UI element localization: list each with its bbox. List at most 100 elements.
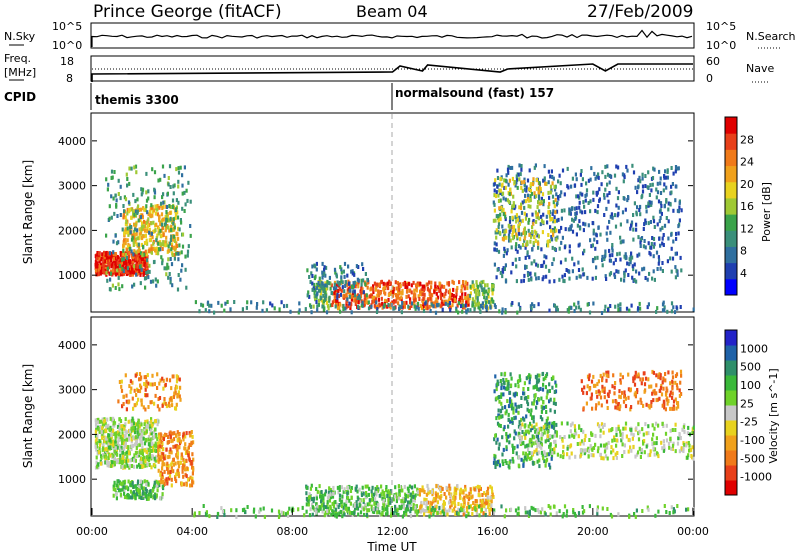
data-cell (340, 485, 343, 490)
data-cell (622, 426, 625, 431)
data-cell (175, 207, 178, 212)
data-cell (581, 210, 584, 215)
data-cell (599, 443, 603, 448)
data-cell (158, 218, 161, 223)
data-cell (501, 452, 504, 457)
data-cell (520, 167, 523, 172)
data-cell (536, 263, 540, 268)
data-cell (471, 297, 474, 302)
data-cell (311, 274, 314, 278)
data-cell (122, 402, 125, 406)
data-cell (392, 511, 395, 515)
data-cell (414, 493, 417, 498)
data-cell (155, 494, 158, 499)
data-cell (163, 173, 166, 178)
data-cell (136, 270, 140, 275)
data-cell (529, 271, 532, 276)
data-cell (604, 249, 607, 254)
data-cell (548, 424, 551, 429)
data-cell (441, 487, 444, 492)
data-cell (514, 257, 517, 262)
data-cell (548, 444, 551, 449)
data-cell (313, 282, 316, 287)
data-cell (563, 245, 566, 250)
data-cell (518, 215, 521, 220)
data-cell (514, 415, 517, 420)
data-cell (447, 302, 450, 307)
data-cell (543, 254, 546, 259)
data-cell (143, 241, 147, 245)
data-cell (508, 199, 511, 204)
data-cell (125, 445, 128, 449)
data-cell (520, 457, 523, 462)
data-cell (148, 263, 151, 268)
data-cell (117, 272, 120, 277)
data-cell (465, 309, 468, 314)
data-cell (648, 203, 651, 208)
data-cell (128, 429, 131, 434)
data-cell (373, 281, 376, 286)
data-cell (349, 489, 353, 493)
data-cell (522, 462, 525, 467)
data-cell (245, 305, 248, 310)
data-cell (639, 212, 642, 217)
data-cell (427, 491, 430, 496)
data-cell (180, 452, 183, 457)
data-cell (335, 283, 338, 288)
data-cell (113, 170, 116, 174)
data-cell (187, 453, 190, 458)
data-cell (508, 465, 511, 470)
data-cell (353, 289, 356, 294)
data-cell (530, 408, 533, 413)
data-cell (670, 166, 673, 170)
data-cell (172, 191, 175, 196)
data-cell (127, 400, 130, 405)
data-cell (94, 422, 98, 427)
data-cell (185, 188, 188, 193)
data-cell (361, 262, 364, 267)
data-cell (526, 250, 529, 255)
data-cell (644, 184, 647, 188)
data-cell (661, 302, 665, 307)
data-cell (328, 296, 331, 301)
data-cell (552, 219, 555, 224)
data-cell (497, 199, 501, 203)
data-cell (120, 460, 123, 464)
data-cell (385, 485, 388, 489)
data-cell (674, 169, 677, 174)
data-cell (198, 309, 201, 314)
data-cell (158, 396, 162, 400)
data-cell (692, 307, 695, 312)
data-cell (647, 241, 650, 246)
data-cell (454, 295, 458, 300)
data-cell (365, 297, 368, 302)
data-cell (532, 177, 535, 182)
data-cell (505, 445, 508, 450)
data-cell (507, 381, 510, 386)
data-cell (465, 506, 469, 511)
data-cell (322, 501, 325, 506)
data-cell (518, 455, 521, 460)
data-cell (578, 274, 581, 279)
data-cell (586, 302, 589, 307)
data-cell (445, 288, 448, 293)
data-cell (545, 459, 548, 464)
data-cell (311, 287, 314, 292)
data-cell (659, 201, 663, 206)
data-cell (629, 260, 632, 265)
data-cell (361, 300, 364, 305)
data-cell (423, 287, 426, 292)
data-cell (619, 306, 622, 311)
data-cell (520, 202, 523, 207)
data-cell (394, 293, 398, 297)
data-cell (165, 235, 168, 240)
data-cell (165, 377, 168, 382)
data-cell (145, 171, 148, 176)
data-cell (172, 217, 175, 222)
data-cell (102, 261, 105, 266)
data-cell (670, 184, 673, 189)
data-cell (98, 419, 101, 424)
data-cell (466, 281, 469, 286)
data-cell (315, 300, 318, 304)
data-cell (348, 292, 351, 297)
